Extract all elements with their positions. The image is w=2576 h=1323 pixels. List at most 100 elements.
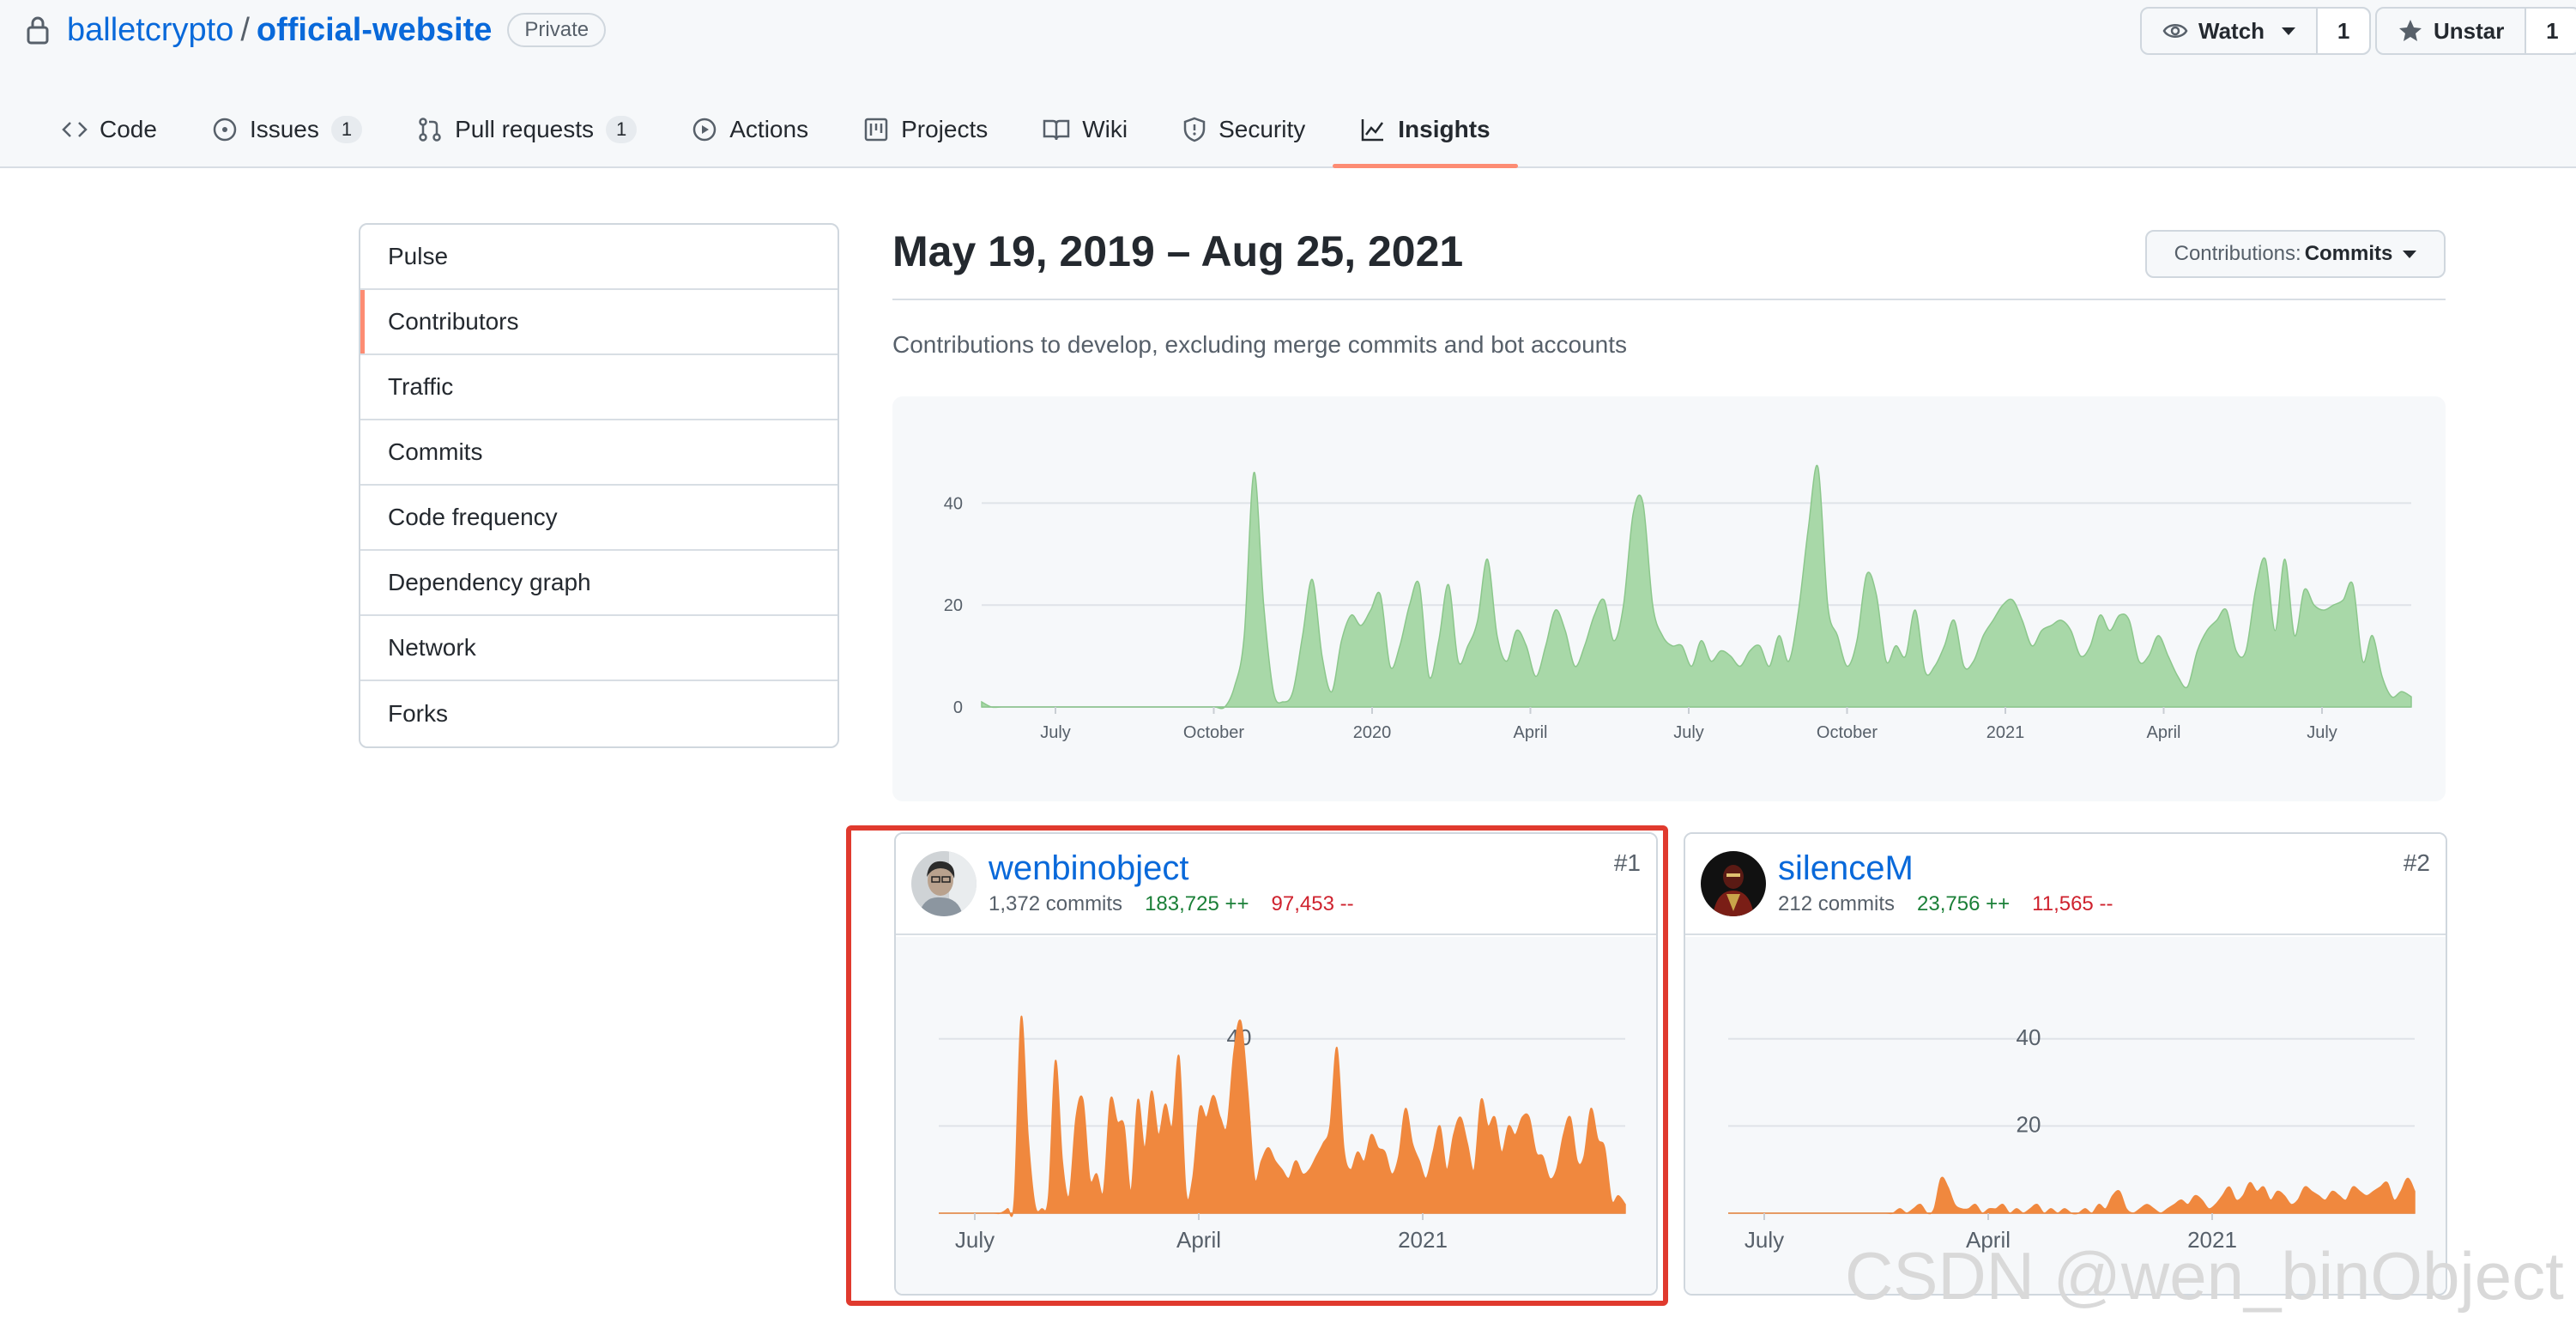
sidebar-item-contributors[interactable]: Contributors bbox=[360, 290, 838, 355]
sidebar-item-traffic[interactable]: Traffic bbox=[360, 355, 838, 420]
sidebar-item-code-frequency[interactable]: Code frequency bbox=[360, 486, 838, 551]
watch-button[interactable]: Watch bbox=[2142, 9, 2319, 53]
repo-title: balletcrypto / official-website Private bbox=[26, 7, 607, 53]
contributor-rank: #1 bbox=[1613, 849, 1641, 876]
commit-count-link[interactable]: 212 commits bbox=[1778, 892, 1896, 915]
y-tick-label: 0 bbox=[953, 698, 963, 717]
watermark: CSDN @wen_binObject bbox=[1845, 1238, 2564, 1314]
sidebar-item-forks[interactable]: Forks bbox=[388, 700, 448, 727]
contributor-rank: #2 bbox=[2403, 849, 2430, 876]
insights-sidebar: Pulse Contributors Traffic Commits Code … bbox=[359, 223, 839, 748]
tab-security[interactable]: Security bbox=[1155, 93, 1333, 166]
tab-label: Pull requests bbox=[455, 116, 594, 142]
x-tick-label: April bbox=[2146, 723, 2180, 742]
tab-label: Actions bbox=[729, 116, 809, 142]
sidebar-item-pulse[interactable]: Pulse bbox=[360, 225, 838, 290]
tab-projects[interactable]: Projects bbox=[836, 93, 1015, 166]
contributor-username-link[interactable]: wenbinobject bbox=[989, 849, 1189, 887]
issue-icon bbox=[213, 118, 237, 142]
y-tick-label: 20 bbox=[944, 596, 963, 615]
sidebar-item-commits[interactable]: Commits bbox=[360, 420, 838, 486]
x-tick-label: July bbox=[1040, 723, 1071, 742]
x-tick-label: 2020 bbox=[1353, 723, 1392, 742]
tab-pull-requests[interactable]: Pull requests 1 bbox=[390, 93, 664, 166]
y-tick-label: 20 bbox=[2017, 1111, 2041, 1137]
y-tick-label: 40 bbox=[944, 494, 963, 513]
x-tick-label: July bbox=[955, 1227, 995, 1253]
deletions-count: 97,453 -- bbox=[1271, 892, 1354, 915]
area-series bbox=[1728, 1176, 2416, 1215]
watch-button-group: Watch 1 bbox=[2140, 7, 2372, 55]
additions-count: 183,725 ++ bbox=[1145, 892, 1249, 915]
avatar[interactable] bbox=[1701, 851, 1766, 916]
tab-code[interactable]: Code bbox=[34, 93, 184, 166]
contributor-stats: 212 commits 23,756 ++ 11,565 -- bbox=[1778, 892, 2113, 916]
tab-label: Security bbox=[1218, 116, 1306, 142]
star-count[interactable]: 1 bbox=[2526, 9, 2576, 53]
tab-issues[interactable]: Issues 1 bbox=[184, 93, 390, 166]
contributions-select[interactable]: Contributions: Commits bbox=[2145, 230, 2446, 278]
sidebar-item-network[interactable]: Network bbox=[360, 616, 838, 681]
tab-label: Wiki bbox=[1082, 116, 1128, 142]
eye-icon bbox=[2162, 24, 2188, 38]
chevron-down-icon bbox=[2403, 250, 2417, 258]
commit-count-link[interactable]: 1,372 commits bbox=[989, 892, 1123, 915]
contributions-chart-svg: 0 20 40 July October 2020 April July October 2021… bbox=[944, 464, 2412, 742]
star-icon bbox=[2399, 20, 2422, 41]
shield-icon bbox=[1183, 117, 1206, 142]
pull-request-icon bbox=[419, 118, 441, 142]
repo-header: balletcrypto / official-website Private … bbox=[0, 0, 2576, 168]
date-range-title: May 19, 2019 – Aug 25, 2021 bbox=[892, 227, 1464, 275]
x-tick-label: April bbox=[1513, 723, 1547, 742]
contributions-chart[interactable]: 0 20 40 July October 2020 April July October 2021… bbox=[892, 396, 2446, 801]
contributor-card-header: wenbinobject 1,372 commits 183,725 ++ 97… bbox=[896, 834, 1656, 935]
repo-tabs: Code Issues 1 Pull requests 1 Actions Pr… bbox=[34, 93, 1518, 168]
x-tick-label: October bbox=[1183, 723, 1244, 742]
unstar-button[interactable]: Unstar bbox=[2377, 9, 2527, 53]
tab-wiki[interactable]: Wiki bbox=[1015, 93, 1155, 166]
tab-label: Issues bbox=[249, 116, 319, 142]
watch-label: Watch bbox=[2198, 17, 2265, 44]
issues-counter: 1 bbox=[330, 116, 363, 143]
contributor-stats: 1,372 commits 183,725 ++ 97,453 -- bbox=[989, 892, 1354, 916]
sidebar-item-dependency-graph[interactable]: Dependency graph bbox=[360, 551, 838, 616]
x-tick-label: October bbox=[1817, 723, 1878, 742]
watch-count[interactable]: 1 bbox=[2318, 9, 2370, 53]
additions-count: 23,756 ++ bbox=[1917, 892, 2011, 915]
x-tick-label: April bbox=[1966, 1227, 2011, 1253]
book-icon bbox=[1043, 119, 1070, 141]
contributor-username-link[interactable]: silenceM bbox=[1778, 849, 1914, 887]
divider bbox=[892, 299, 2446, 300]
lock-icon bbox=[27, 16, 49, 45]
x-tick-label: 2021 bbox=[2187, 1227, 2237, 1253]
repo-owner-link[interactable]: balletcrypto bbox=[67, 11, 234, 48]
avatar[interactable] bbox=[911, 851, 977, 916]
code-icon bbox=[62, 122, 88, 137]
x-tick-label: 2021 bbox=[1398, 1227, 1448, 1253]
area-series bbox=[981, 464, 2412, 710]
tab-label: Code bbox=[100, 116, 157, 142]
x-tick-label: 2021 bbox=[1986, 723, 2025, 742]
path-separator: / bbox=[240, 11, 250, 48]
x-tick-label: April bbox=[1176, 1227, 1221, 1253]
play-icon bbox=[693, 118, 717, 142]
contributor-card: silenceM 212 commits 23,756 ++ 11,565 --… bbox=[1684, 832, 2447, 1296]
repo-name-link[interactable]: official-website bbox=[256, 11, 493, 48]
pull-requests-counter: 1 bbox=[606, 116, 638, 143]
area-series bbox=[939, 1015, 1626, 1217]
tab-insights[interactable]: Insights bbox=[1333, 93, 1518, 168]
deletions-count: 11,565 -- bbox=[2032, 892, 2113, 915]
x-tick-label: July bbox=[1745, 1227, 1784, 1253]
x-tick-label: July bbox=[1673, 723, 1704, 742]
contributions-select-label: Contributions: bbox=[2174, 242, 2301, 265]
chevron-down-icon bbox=[2282, 27, 2296, 35]
star-button-group: Unstar 1 bbox=[2375, 7, 2576, 55]
tab-actions[interactable]: Actions bbox=[664, 93, 836, 166]
unstar-label: Unstar bbox=[2434, 17, 2505, 44]
contributor-card-header: silenceM 212 commits 23,756 ++ 11,565 --… bbox=[1685, 834, 2446, 935]
tab-label: Projects bbox=[901, 116, 989, 142]
